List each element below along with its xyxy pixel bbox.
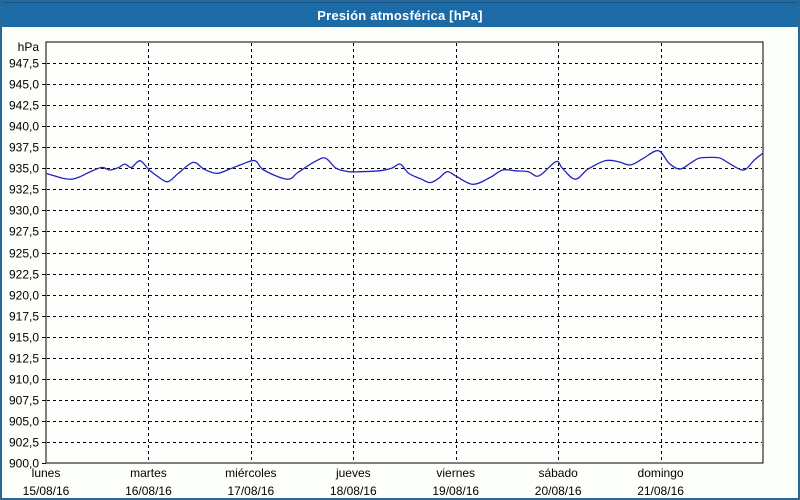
y-axis-label: 902,5	[9, 436, 39, 450]
x-axis-day-label: jueves	[335, 466, 371, 480]
x-axis-day-label: sábado	[538, 466, 578, 480]
y-axis-label: 915,0	[9, 331, 39, 345]
y-axis-label: 912,5	[9, 352, 39, 366]
y-axis-label: 937,5	[9, 141, 39, 155]
y-axis-label: 925,0	[9, 247, 39, 261]
y-axis-unit-label: hPa	[18, 40, 40, 54]
x-axis-date-label: 19/08/16	[432, 484, 479, 498]
x-axis-date-label: 20/08/16	[535, 484, 582, 498]
chart-title: Presión atmosférica [hPa]	[317, 7, 483, 23]
plot-area	[45, 41, 764, 464]
y-axis-label: 920,0	[9, 289, 39, 303]
y-axis-label: 910,0	[9, 373, 39, 387]
y-axis-label: 940,0	[9, 120, 39, 134]
y-axis-label: 930,0	[9, 204, 39, 218]
x-axis-date-label: 16/08/16	[125, 484, 172, 498]
x-axis-date-label: 15/08/16	[23, 484, 70, 498]
y-axis-label: 935,0	[9, 162, 39, 176]
chart-title-bar: Presión atmosférica [hPa]	[2, 2, 798, 27]
y-axis-label: 907,5	[9, 394, 39, 408]
x-axis-day-label: martes	[130, 466, 167, 480]
y-axis-label: 922,5	[9, 268, 39, 282]
y-axis-label: 900,0	[9, 457, 39, 471]
y-axis-label: 947,5	[9, 57, 39, 71]
pressure-line	[45, 149, 764, 185]
y-axis-label: 942,5	[9, 99, 39, 113]
x-axis-date-label: 17/08/16	[227, 484, 274, 498]
x-axis-day-label: miércoles	[225, 466, 276, 480]
y-axis-label: 917,5	[9, 310, 39, 324]
x-axis-day-label: viernes	[436, 466, 475, 480]
y-axis-label: 905,0	[9, 415, 39, 429]
x-axis-date-label: 21/08/16	[637, 484, 684, 498]
y-axis-label: 927,5	[9, 225, 39, 239]
y-axis-label: 945,0	[9, 78, 39, 92]
x-axis-date-label: 18/08/16	[330, 484, 377, 498]
x-axis-day-label: lunes	[32, 466, 61, 480]
x-axis-day-label: domingo	[638, 466, 684, 480]
y-axis-label: 932,5	[9, 183, 39, 197]
